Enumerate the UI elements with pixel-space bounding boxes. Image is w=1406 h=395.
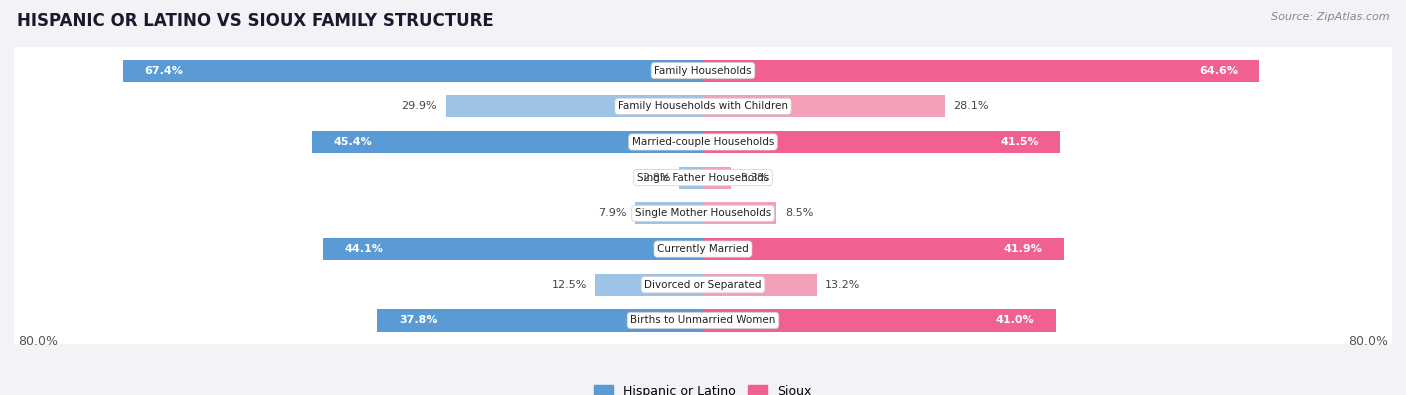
Bar xyxy=(636,202,703,224)
Legend: Hispanic or Latino, Sioux: Hispanic or Latino, Sioux xyxy=(589,380,817,395)
Bar xyxy=(703,309,1056,331)
Text: Family Households: Family Households xyxy=(654,66,752,75)
Bar xyxy=(122,60,703,82)
Text: 64.6%: 64.6% xyxy=(1199,66,1237,75)
Text: 41.5%: 41.5% xyxy=(1000,137,1039,147)
Bar xyxy=(595,274,703,296)
FancyBboxPatch shape xyxy=(10,36,1396,105)
Bar xyxy=(377,309,703,331)
Text: 80.0%: 80.0% xyxy=(1347,335,1388,348)
Text: 29.9%: 29.9% xyxy=(401,101,437,111)
Text: 41.9%: 41.9% xyxy=(1004,244,1042,254)
Bar xyxy=(446,95,703,117)
Bar xyxy=(703,202,776,224)
Text: Family Households with Children: Family Households with Children xyxy=(619,101,787,111)
Text: 45.4%: 45.4% xyxy=(333,137,373,147)
FancyBboxPatch shape xyxy=(10,179,1396,248)
FancyBboxPatch shape xyxy=(10,108,1396,176)
Bar xyxy=(703,274,817,296)
Bar xyxy=(679,167,703,189)
Text: Currently Married: Currently Married xyxy=(657,244,749,254)
Text: 12.5%: 12.5% xyxy=(551,280,586,290)
Text: 28.1%: 28.1% xyxy=(953,101,988,111)
Text: 8.5%: 8.5% xyxy=(785,209,813,218)
Bar xyxy=(312,131,703,153)
FancyBboxPatch shape xyxy=(10,250,1396,319)
Text: 13.2%: 13.2% xyxy=(825,280,860,290)
Text: Married-couple Households: Married-couple Households xyxy=(631,137,775,147)
Bar xyxy=(323,238,703,260)
Text: 41.0%: 41.0% xyxy=(995,316,1035,325)
Text: 3.3%: 3.3% xyxy=(740,173,768,182)
Text: 44.1%: 44.1% xyxy=(344,244,384,254)
Text: Divorced or Separated: Divorced or Separated xyxy=(644,280,762,290)
Text: Single Mother Households: Single Mother Households xyxy=(636,209,770,218)
Bar xyxy=(703,167,731,189)
Text: 37.8%: 37.8% xyxy=(399,316,437,325)
Text: Births to Unmarried Women: Births to Unmarried Women xyxy=(630,316,776,325)
FancyBboxPatch shape xyxy=(10,215,1396,283)
Text: Source: ZipAtlas.com: Source: ZipAtlas.com xyxy=(1271,12,1389,22)
FancyBboxPatch shape xyxy=(10,286,1396,355)
Text: 80.0%: 80.0% xyxy=(18,335,59,348)
Text: 2.8%: 2.8% xyxy=(641,173,671,182)
Text: Single Father Households: Single Father Households xyxy=(637,173,769,182)
FancyBboxPatch shape xyxy=(10,143,1396,212)
Bar xyxy=(703,60,1260,82)
Bar xyxy=(703,131,1060,153)
Text: HISPANIC OR LATINO VS SIOUX FAMILY STRUCTURE: HISPANIC OR LATINO VS SIOUX FAMILY STRUC… xyxy=(17,12,494,30)
Text: 7.9%: 7.9% xyxy=(598,209,626,218)
Text: 67.4%: 67.4% xyxy=(143,66,183,75)
Bar xyxy=(703,95,945,117)
FancyBboxPatch shape xyxy=(10,72,1396,141)
Bar xyxy=(703,238,1064,260)
